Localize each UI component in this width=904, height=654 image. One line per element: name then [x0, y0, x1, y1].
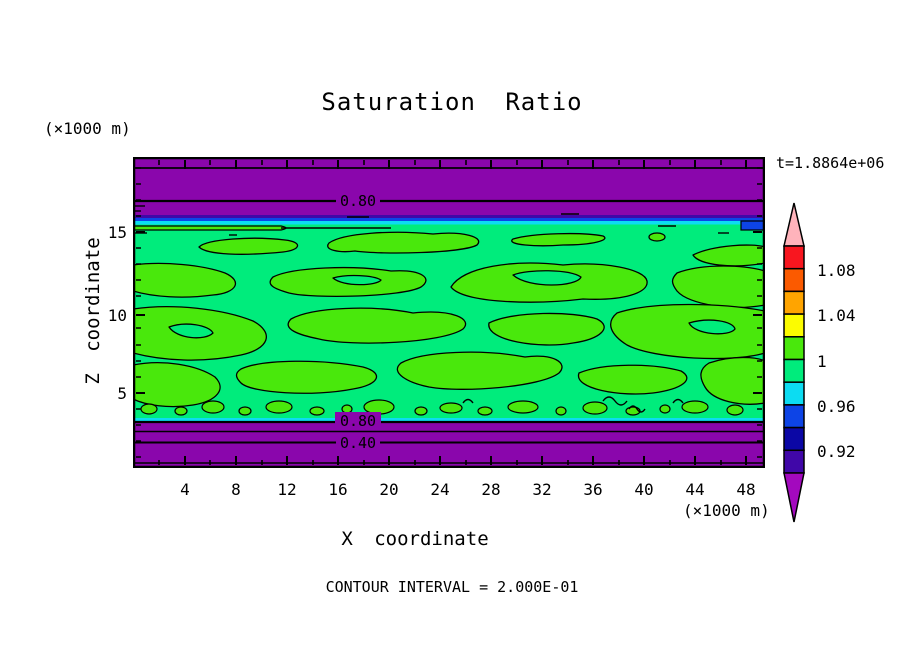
x-tick-44: 44	[685, 480, 705, 499]
contour-label-bottom: 0.40	[340, 434, 376, 452]
page-title: Saturation Ratio	[321, 88, 583, 116]
x-tick-4: 4	[180, 480, 190, 499]
time-annotation: t=1.8864e+06	[776, 154, 885, 172]
right-edge-blue-pocket	[740, 220, 765, 231]
top-cyan-stripe	[133, 221, 765, 225]
colorbar-seg-0.92-0.94	[783, 426, 805, 452]
x-tick-16: 16	[328, 480, 348, 499]
top-blue-stripe	[133, 218, 765, 221]
contour-label-mid: 0.80	[340, 412, 376, 430]
open-contour-segments	[133, 205, 729, 413]
major-ticks	[136, 160, 762, 465]
y-tick-10: 10	[107, 306, 127, 325]
contour-label-bg	[335, 412, 381, 429]
colorbar-seg-0.90-0.92	[783, 449, 805, 474]
x-tick-36: 36	[583, 480, 603, 499]
x-tick-20: 20	[379, 480, 399, 499]
colorbar-label-1.08: 1.08	[817, 261, 856, 280]
colorbar-label-0.92: 0.92	[817, 442, 856, 461]
minor-ticks	[136, 160, 762, 465]
contour-interval-note: CONTOUR INTERVAL = 2.000E-01	[325, 578, 579, 596]
colorbar-label-0.96: 0.96	[817, 397, 856, 416]
top-purple-band	[133, 157, 765, 215]
top-indigo-stripe	[133, 215, 765, 218]
colorbar-seg-0.98-1.00	[783, 358, 805, 383]
band-contour-lines	[133, 167, 765, 464]
colorbar-over-arrow	[783, 202, 805, 247]
colorbar-seg-0.94-0.96	[783, 404, 805, 429]
colorbar-seg-1.02-1.04	[783, 313, 805, 338]
colorbar-seg-1.04-1.06	[783, 290, 805, 315]
contour-field: 0.80 0.80 0.40	[133, 157, 765, 468]
bottom-cyan-stripe	[133, 418, 765, 422]
x-axis-title: X coordinate	[341, 528, 489, 550]
x-tick-8: 8	[231, 480, 241, 499]
supersaturated-patches	[133, 225, 765, 416]
x-tick-28: 28	[481, 480, 501, 499]
contour-label-top: 0.80	[340, 192, 376, 210]
colorbar-seg-0.96-0.98	[783, 381, 805, 406]
x-tick-40: 40	[634, 480, 654, 499]
y-tick-5: 5	[117, 384, 127, 403]
y-tick-15: 15	[107, 223, 127, 242]
bottom-purple-band	[133, 422, 765, 468]
colorbar-seg-1.00-1.02	[783, 336, 805, 361]
y-axis-units-label: (×1000 m)	[44, 119, 131, 138]
x-tick-32: 32	[532, 480, 552, 499]
colorbar-label-1: 1	[817, 352, 827, 371]
colorbar-under-arrow	[783, 472, 805, 523]
colorbar-seg-1.08-1.10	[783, 245, 805, 270]
x-tick-24: 24	[430, 480, 450, 499]
x-tick-12: 12	[277, 480, 297, 499]
plot-frame	[133, 157, 765, 468]
colorbar	[783, 202, 805, 523]
colorbar-seg-1.06-1.08	[783, 267, 805, 293]
colorbar-label-1.04: 1.04	[817, 306, 856, 325]
x-tick-48: 48	[736, 480, 756, 499]
x-axis-units-label: (×1000 m)	[683, 501, 770, 520]
